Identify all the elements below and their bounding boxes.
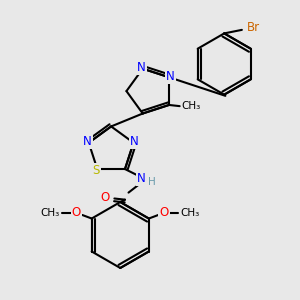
Text: S: S xyxy=(92,164,100,177)
Text: CH₃: CH₃ xyxy=(41,208,60,218)
Text: CH₃: CH₃ xyxy=(182,101,201,111)
Text: O: O xyxy=(160,206,169,219)
Text: N: N xyxy=(166,70,175,83)
Text: O: O xyxy=(72,206,81,219)
Text: N: N xyxy=(137,172,146,185)
Text: N: N xyxy=(130,135,139,148)
Text: N: N xyxy=(137,61,146,74)
Text: N: N xyxy=(83,135,92,148)
Text: Br: Br xyxy=(247,21,260,34)
Text: H: H xyxy=(148,177,156,187)
Text: CH₃: CH₃ xyxy=(180,208,200,218)
Text: O: O xyxy=(100,191,110,204)
